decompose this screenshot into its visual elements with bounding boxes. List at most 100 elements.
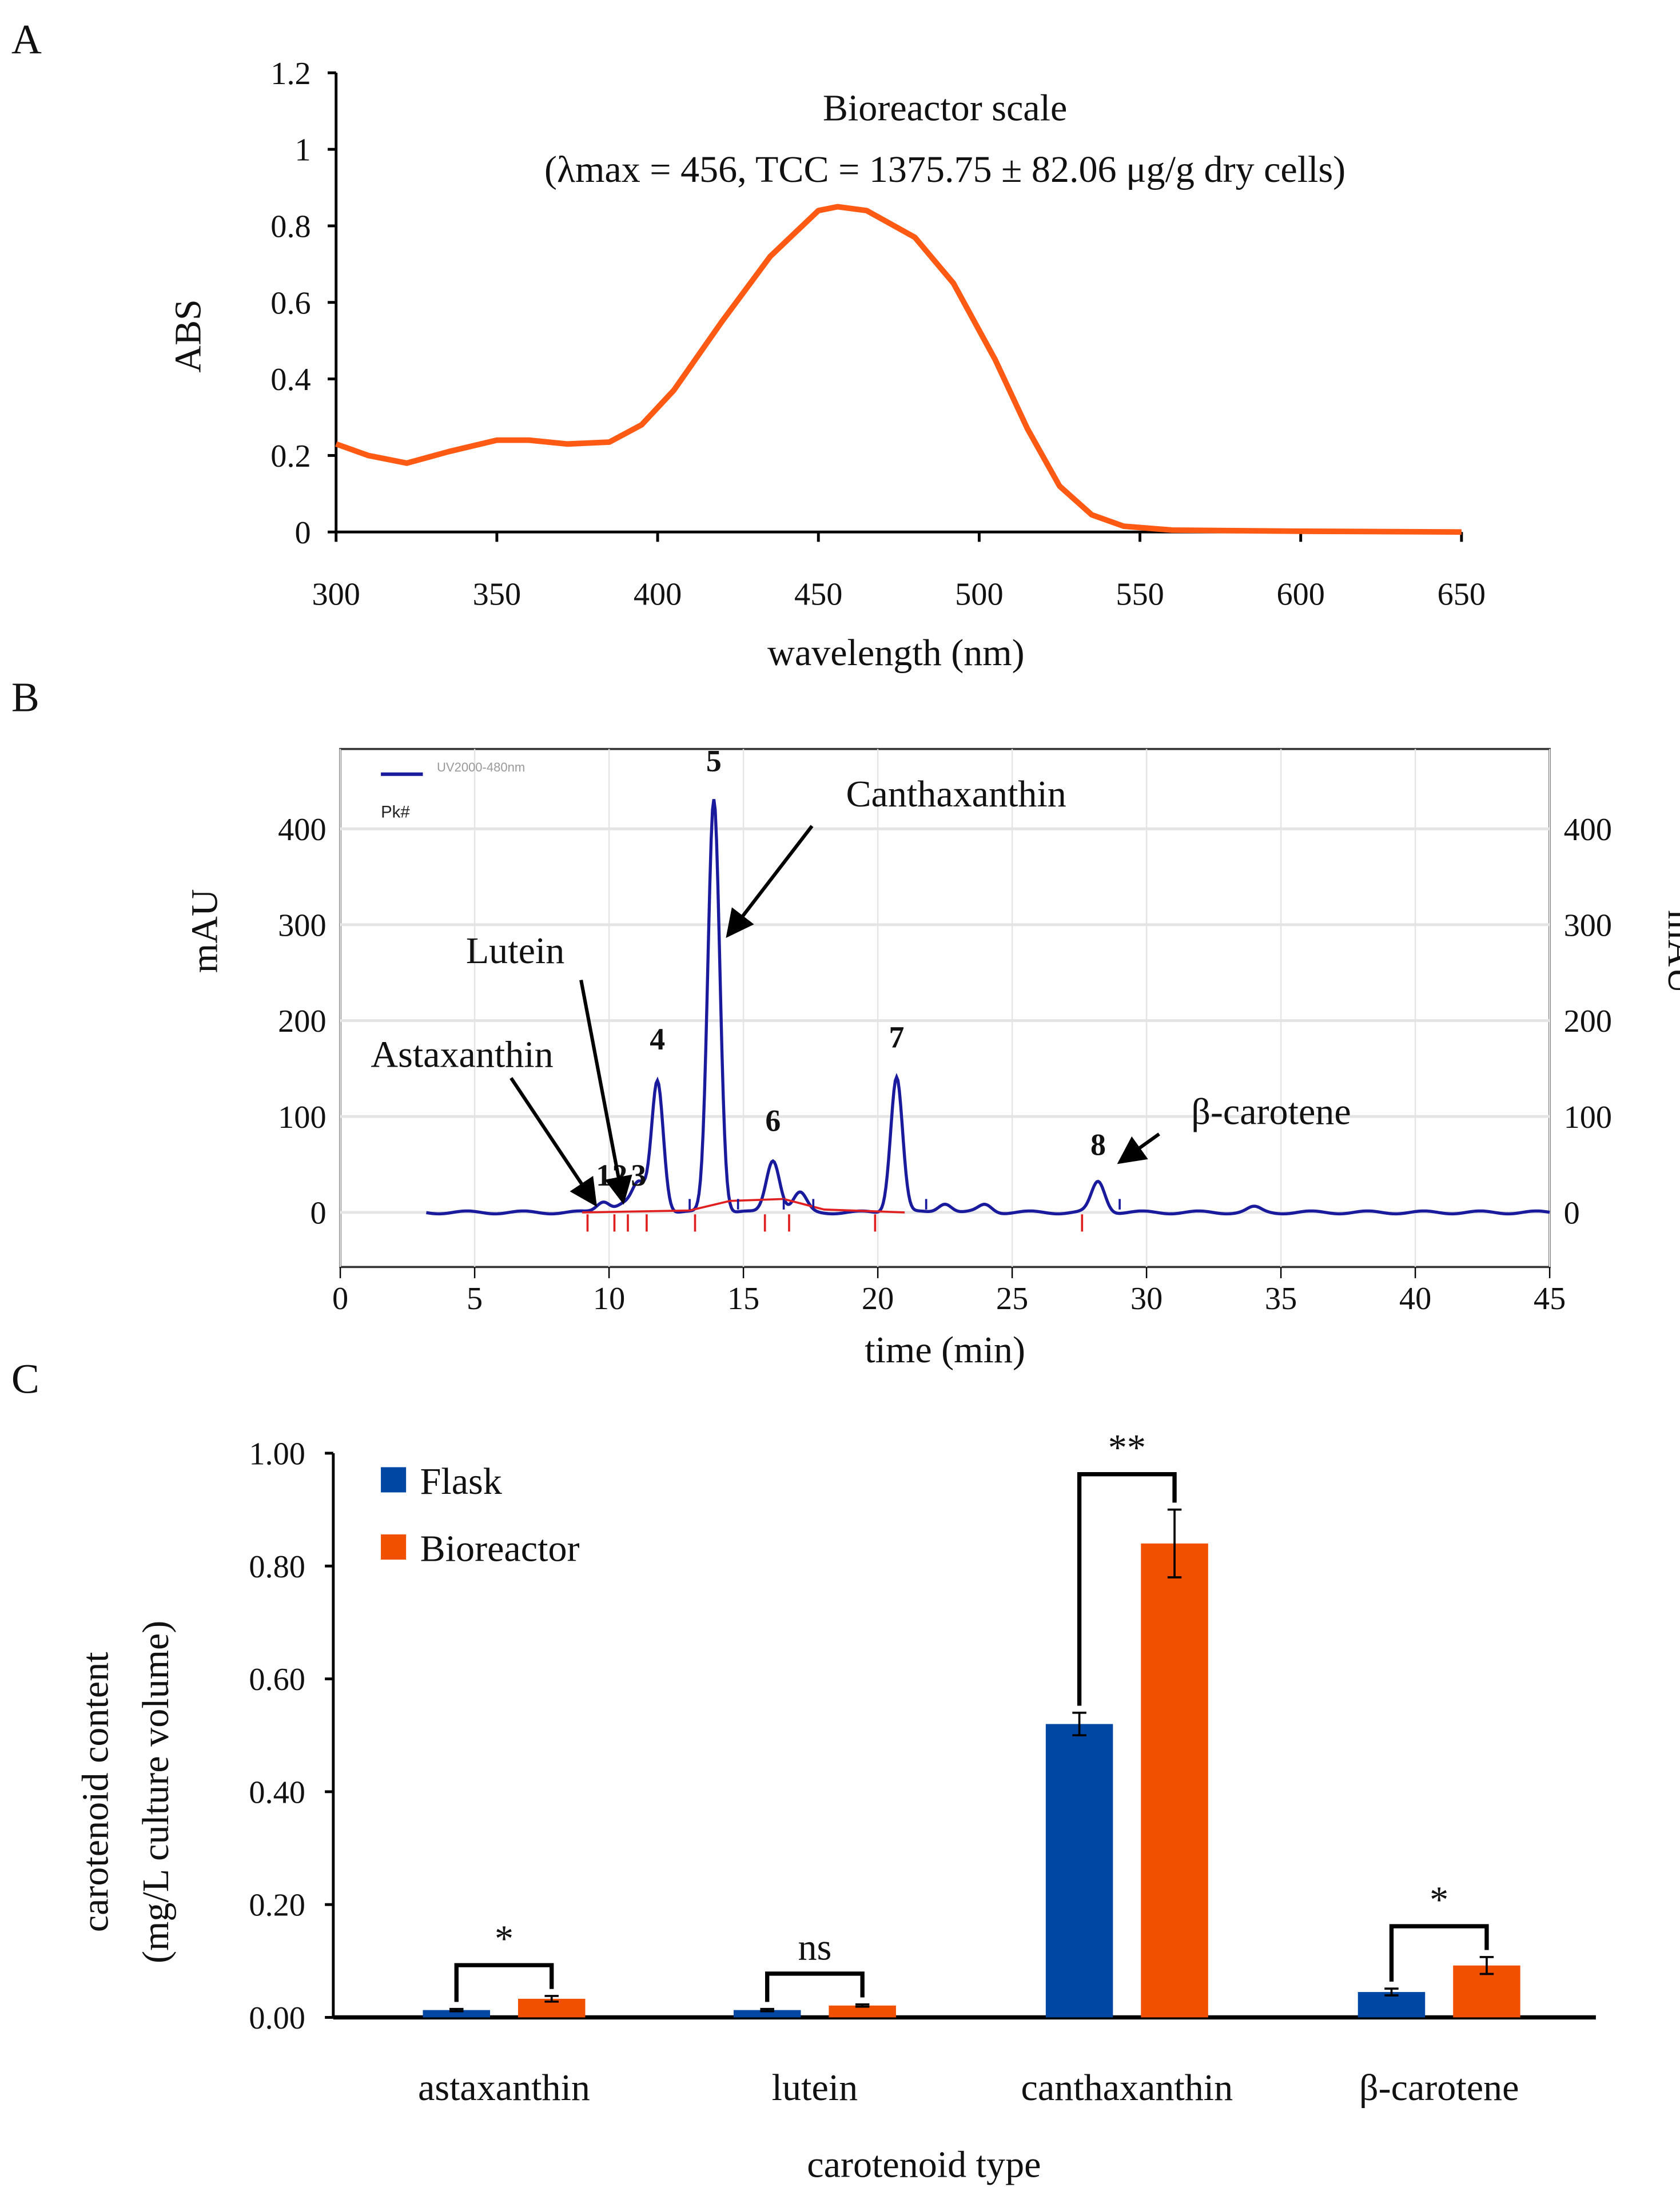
y-axis-label: ABS [167, 299, 209, 373]
y-tick-label-right: 300 [1564, 908, 1612, 943]
x-tick-label: 30 [1130, 1281, 1163, 1317]
x-tick-label: 40 [1399, 1281, 1431, 1317]
x-tick-label: 5 [467, 1281, 483, 1317]
plot-frame [339, 747, 1551, 1269]
annotation-arrow [726, 825, 814, 939]
x-tick-label: 25 [996, 1281, 1028, 1317]
significance-label: * [1430, 1879, 1448, 1921]
y-tick-label-left: 400 [278, 812, 326, 848]
bar-flask [423, 2010, 491, 2018]
panel-label-b: B [11, 674, 39, 721]
chart-subtitle: (λmax = 456, TCC = 1375.75 ± 82.06 μg/g … [544, 149, 1345, 190]
x-tick-label: 450 [794, 577, 842, 613]
y-tick-label: 1.00 [249, 1437, 305, 1472]
bar-flask [733, 2010, 801, 2018]
integration-baseline [582, 1198, 905, 1214]
x-tick-label: 350 [473, 577, 521, 613]
y-tick-label-right: 100 [1564, 1100, 1612, 1135]
x-tick-label: 300 [312, 577, 360, 613]
significance-bracket [454, 1963, 554, 2002]
y-tick-label: 0.40 [249, 1775, 305, 1810]
annotation-label: Lutein [466, 930, 565, 972]
x-axis-label: wavelength (nm) [767, 632, 1025, 674]
y-tick-label: 1 [295, 133, 311, 168]
y-tick-label-right: 0 [1564, 1195, 1580, 1231]
y-tick-label: 1.2 [270, 56, 310, 92]
x-tick-label: 45 [1534, 1281, 1566, 1317]
y-tick-label-right: 400 [1564, 812, 1612, 848]
significance-bracket [765, 1971, 865, 2002]
y-tick-label: 0.4 [270, 362, 310, 397]
bar-bioreactor [1141, 1543, 1208, 2018]
peak-number-label: 8 [1090, 1127, 1106, 1162]
peak-number-label: 5 [706, 744, 722, 778]
peak-number-label: 7 [889, 1020, 905, 1054]
significance-bracket [1077, 1472, 1177, 1706]
legend-label-bioreactor: Bioreactor [420, 1528, 580, 1569]
chart-title: Bioreactor scale [823, 88, 1067, 129]
y-tick-label: 0.20 [249, 1888, 305, 1923]
x-tick-label: 400 [634, 577, 682, 613]
y-tick-label: 0 [295, 515, 311, 551]
x-tick-label: 550 [1116, 577, 1164, 613]
annotation-label: Astaxanthin [371, 1033, 553, 1075]
category-label: astaxanthin [418, 2067, 590, 2109]
category-label: lutein [772, 2067, 858, 2109]
peak-number-label: 1 [596, 1158, 611, 1192]
annotation-arrow [1117, 1132, 1160, 1164]
bar-bioreactor [829, 2005, 896, 2018]
legend-swatch-flask [381, 1467, 407, 1493]
x-axis-label: carotenoid type [807, 2144, 1041, 2186]
x-tick-label: 15 [727, 1281, 759, 1317]
spectrum-line [335, 204, 1462, 535]
significance-label: ** [1108, 1427, 1146, 1469]
peak-number-label: 4 [650, 1022, 665, 1056]
y-tick-label: 0.80 [249, 1549, 305, 1585]
x-tick-label: 600 [1276, 577, 1324, 613]
significance-label: ns [798, 1926, 832, 1968]
x-tick-label: 10 [593, 1281, 625, 1317]
panel-c-bar-chart: 0.00 0.20 0.40 0.60 0.80 1.00 astaxanthin * lute… [75, 1427, 1596, 2186]
annotation-label: β-carotene [1191, 1091, 1351, 1133]
y-tick-label: 0.8 [270, 209, 310, 245]
y-tick-label-left: 0 [310, 1195, 326, 1231]
bar-flask [1045, 1724, 1113, 2018]
panel-a-spectrum: 0 0.2 0.4 0.6 0.8 1 1.2 300 350 400 450 500 550 600 65… [167, 56, 1486, 674]
panel-label-c: C [11, 1356, 39, 1402]
chromatogram-trace [426, 799, 1550, 1216]
legend-series-label: UV2000-480nm [437, 760, 525, 774]
legend-pk-label: Pk# [381, 803, 410, 822]
panel-label-a: A [11, 16, 42, 62]
peak-number-label: 3 [631, 1158, 646, 1192]
y-tick-label-left: 100 [278, 1100, 326, 1135]
category-label: canthaxanthin [1021, 2067, 1233, 2109]
x-tick-label: 20 [862, 1281, 894, 1317]
y-axis-label-left: mAU [184, 889, 226, 973]
x-tick-label: 35 [1265, 1281, 1297, 1317]
peak-number-label: 6 [765, 1103, 781, 1138]
y-tick-label-right: 200 [1564, 1004, 1612, 1039]
legend-label-flask: Flask [420, 1461, 503, 1502]
annotation-arrow [509, 1077, 598, 1207]
category-label: β-carotene [1359, 2067, 1519, 2109]
y-tick-label: 0.60 [249, 1662, 305, 1697]
x-axis-label: time (min) [865, 1329, 1025, 1371]
y-tick-label: 0.6 [270, 285, 310, 321]
y-tick-label: 0.00 [249, 2001, 305, 2036]
annotation-arrow [579, 979, 632, 1205]
significance-label: * [495, 1918, 513, 1960]
y-tick-label-left: 300 [278, 908, 326, 943]
y-tick-label-left: 200 [278, 1004, 326, 1039]
significance-bracket [1389, 1924, 1489, 1982]
y-axis-label-units: (mg/L culture volume) [135, 1621, 177, 1963]
x-tick-label: 650 [1438, 577, 1486, 613]
annotation-label: Canthaxanthin [846, 773, 1066, 815]
y-axis-label: carotenoid content [75, 1652, 117, 1932]
x-tick-label: 500 [955, 577, 1003, 613]
x-tick-label: 0 [332, 1281, 348, 1317]
y-tick-label: 0.2 [270, 439, 310, 474]
y-axis-label-right: mAU [1660, 910, 1680, 994]
legend-swatch-bioreactor [381, 1534, 407, 1560]
